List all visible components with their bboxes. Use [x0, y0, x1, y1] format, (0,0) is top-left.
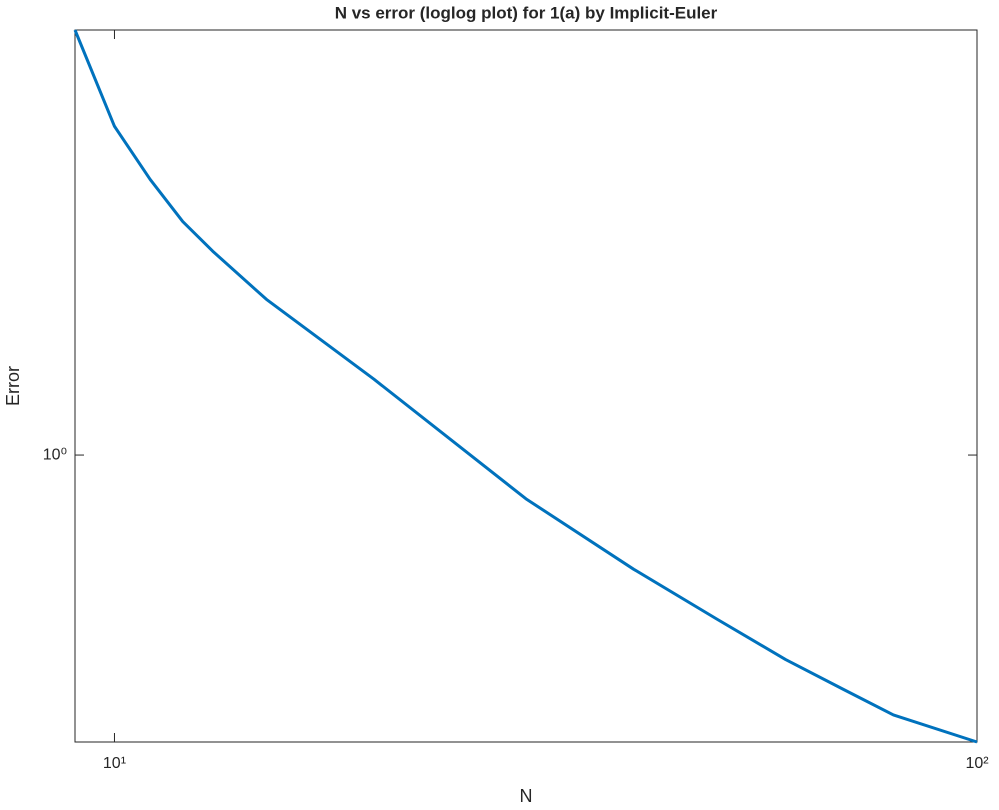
y-tick-label: 10⁰: [43, 446, 67, 463]
chart-title: N vs error (loglog plot) for 1(a) by Imp…: [335, 3, 718, 22]
x-axis-label: N: [520, 786, 533, 806]
y-axis-label: Error: [3, 366, 23, 406]
data-line: [73, 29, 978, 744]
x-tick-label: 10¹: [103, 755, 126, 772]
x-tick-label: 10²: [965, 755, 989, 772]
plot-frame: [74, 29, 978, 743]
